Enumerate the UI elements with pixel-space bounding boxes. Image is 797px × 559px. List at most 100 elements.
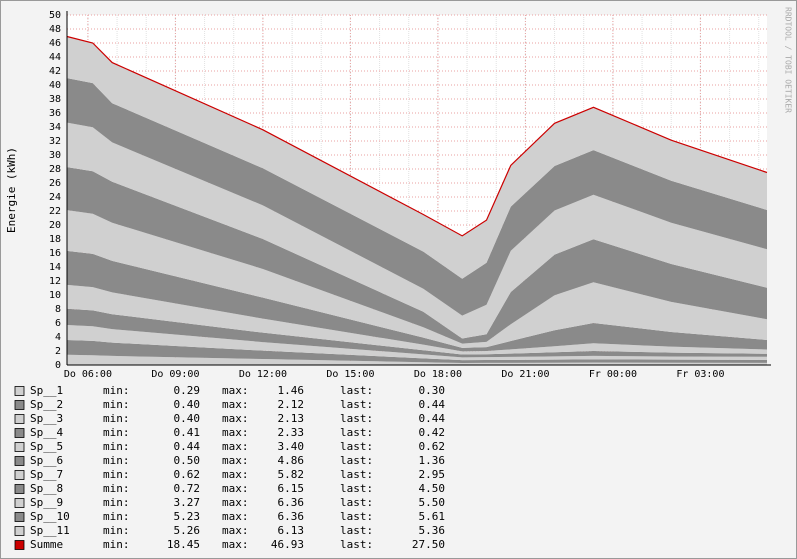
x-tick-label: Do 06:00 xyxy=(64,369,112,380)
legend-label: Sp__6 xyxy=(30,454,63,467)
area xyxy=(67,36,767,279)
stat-value: 0.40 xyxy=(174,412,201,425)
stat-value: 5.23 xyxy=(174,510,201,523)
stat-label: max: xyxy=(222,384,249,397)
stat-value: 0.44 xyxy=(419,398,446,411)
stat-label: min: xyxy=(103,426,130,439)
stat-label: max: xyxy=(222,468,249,481)
stat-label: last: xyxy=(340,538,373,551)
stat-label: max: xyxy=(222,412,249,425)
y-tick-label: 8 xyxy=(55,304,61,315)
area xyxy=(67,78,767,316)
stat-value: 0.44 xyxy=(419,412,446,425)
stat-label: last: xyxy=(340,510,373,523)
x-tick-label: Do 18:00 xyxy=(414,369,462,380)
legend-label: Sp__4 xyxy=(30,426,63,439)
stat-value: 1.36 xyxy=(419,454,446,467)
legend-swatch xyxy=(14,428,25,438)
legend-swatch xyxy=(14,400,25,410)
y-tick-label: 50 xyxy=(49,10,61,21)
y-tick-label: 46 xyxy=(49,38,61,49)
stat-label: min: xyxy=(103,510,130,523)
stat-label: max: xyxy=(222,538,249,551)
stat-label: min: xyxy=(103,524,130,537)
stat-label: max: xyxy=(222,524,249,537)
y-tick-label: 38 xyxy=(49,94,61,105)
legend-swatch xyxy=(14,484,25,494)
stat-label: last: xyxy=(340,468,373,481)
stat-value: 2.12 xyxy=(278,398,305,411)
y-tick-label: 0 xyxy=(55,360,61,371)
stat-label: min: xyxy=(103,538,130,551)
legend-swatch xyxy=(14,442,25,452)
stat-value: 46.93 xyxy=(271,538,304,551)
watermark: RRDTOOL / TOBI OETIKER xyxy=(784,7,793,113)
legend: Sp__1 min: 0.29 max: 1.46 last: 0.30 Sp__2 min: 0… xyxy=(14,384,446,551)
stat-label: max: xyxy=(222,482,249,495)
legend-swatch xyxy=(14,414,25,424)
stat-value: 5.50 xyxy=(419,496,446,509)
stat-value: 0.41 xyxy=(174,426,201,439)
stat-label: max: xyxy=(222,440,249,453)
y-tick-label: 42 xyxy=(49,66,61,77)
legend-swatch xyxy=(14,386,25,396)
stat-label: last: xyxy=(340,482,373,495)
stat-value: 5.26 xyxy=(174,524,201,537)
y-tick-label: 2 xyxy=(55,346,61,357)
stat-value: 0.50 xyxy=(174,454,201,467)
stat-label: last: xyxy=(340,524,373,537)
y-tick-label: 26 xyxy=(49,178,61,189)
stat-label: max: xyxy=(222,426,249,439)
stat-label: min: xyxy=(103,496,130,509)
legend-label: Sp__11 xyxy=(30,524,70,537)
stat-value: 6.15 xyxy=(278,482,305,495)
areas xyxy=(66,35,768,365)
stat-label: last: xyxy=(340,454,373,467)
legend-label: Sp__2 xyxy=(30,398,63,411)
y-tick-label: 36 xyxy=(49,108,61,119)
legend-swatch xyxy=(14,498,25,508)
y-tick-label: 10 xyxy=(49,290,61,301)
stat-value: 2.33 xyxy=(278,426,305,439)
legend-label: Sp__10 xyxy=(30,510,70,523)
stat-value: 0.62 xyxy=(419,440,446,453)
y-tick-label: 16 xyxy=(49,248,61,259)
y-tick-label: 24 xyxy=(49,192,61,203)
stat-label: last: xyxy=(340,426,373,439)
y-tick-label: 6 xyxy=(55,318,61,329)
legend-swatch xyxy=(14,540,25,550)
area xyxy=(67,308,767,358)
total-line xyxy=(66,35,768,237)
stat-label: min: xyxy=(103,440,130,453)
area xyxy=(67,339,767,363)
stat-value: 0.62 xyxy=(174,468,201,481)
stat-value: 0.40 xyxy=(174,398,201,411)
area xyxy=(67,210,767,348)
area xyxy=(67,122,767,339)
x-tick-label: Do 09:00 xyxy=(151,369,199,380)
stat-value: 4.50 xyxy=(419,482,446,495)
stat-label: max: xyxy=(222,510,249,523)
stat-value: 3.40 xyxy=(278,440,305,453)
x-tick-label: Fr 00:00 xyxy=(589,369,637,380)
area xyxy=(67,167,767,344)
stat-value: 2.13 xyxy=(278,412,305,425)
y-tick-label: 30 xyxy=(49,150,61,161)
stat-label: max: xyxy=(222,398,249,411)
stat-value: 5.82 xyxy=(278,468,305,481)
stat-value: 27.50 xyxy=(412,538,445,551)
stat-label: last: xyxy=(340,496,373,509)
stat-value: 5.61 xyxy=(419,510,446,523)
stat-value: 0.30 xyxy=(419,384,446,397)
legend-label: Sp__1 xyxy=(30,384,63,397)
stat-label: max: xyxy=(222,454,249,467)
legend-label: Sp__8 xyxy=(30,482,63,495)
y-tick-label: 48 xyxy=(49,24,61,35)
legend-swatch xyxy=(14,526,25,536)
stat-label: min: xyxy=(103,384,130,397)
legend-label: Sp__3 xyxy=(30,412,63,425)
y-tick-label: 32 xyxy=(49,136,61,147)
legend-label: Sp__9 xyxy=(30,496,63,509)
legend-label: Sp__7 xyxy=(30,468,63,481)
